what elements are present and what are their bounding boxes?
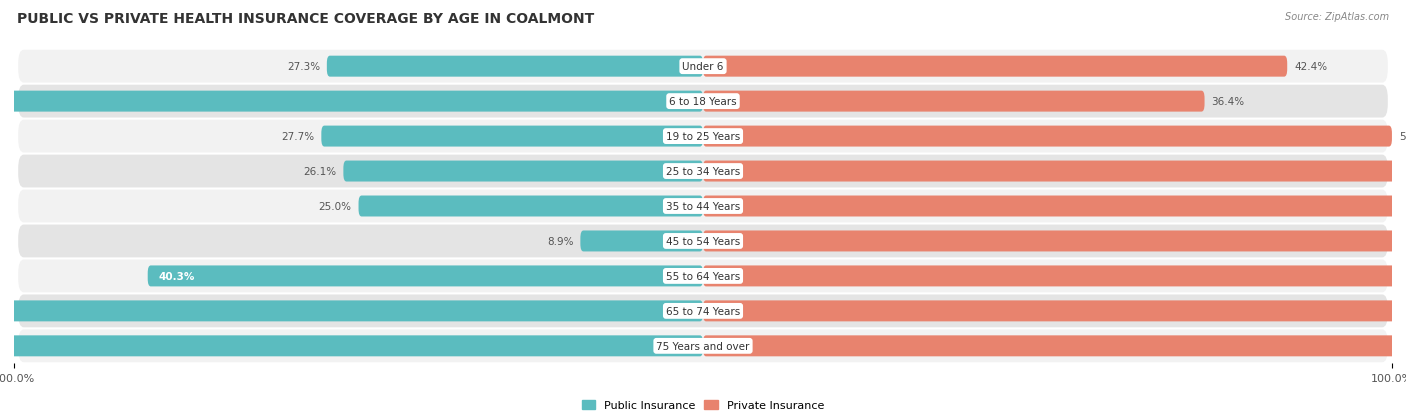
- Text: 26.1%: 26.1%: [304, 166, 336, 177]
- FancyBboxPatch shape: [18, 295, 1388, 328]
- FancyBboxPatch shape: [703, 266, 1406, 287]
- FancyBboxPatch shape: [18, 225, 1388, 258]
- Text: 27.7%: 27.7%: [281, 132, 315, 142]
- FancyBboxPatch shape: [18, 120, 1388, 153]
- FancyBboxPatch shape: [703, 231, 1406, 252]
- FancyBboxPatch shape: [18, 190, 1388, 223]
- Text: 65 to 74 Years: 65 to 74 Years: [666, 306, 740, 316]
- Text: 55 to 64 Years: 55 to 64 Years: [666, 271, 740, 281]
- FancyBboxPatch shape: [343, 161, 703, 182]
- Text: 45 to 54 Years: 45 to 54 Years: [666, 236, 740, 247]
- FancyBboxPatch shape: [703, 57, 1288, 78]
- FancyBboxPatch shape: [0, 335, 703, 356]
- FancyBboxPatch shape: [703, 91, 1205, 112]
- Text: 19 to 25 Years: 19 to 25 Years: [666, 132, 740, 142]
- FancyBboxPatch shape: [703, 196, 1406, 217]
- FancyBboxPatch shape: [703, 126, 1392, 147]
- Text: 35 to 44 Years: 35 to 44 Years: [666, 202, 740, 211]
- Text: 8.9%: 8.9%: [547, 236, 574, 247]
- Legend: Public Insurance, Private Insurance: Public Insurance, Private Insurance: [578, 395, 828, 413]
- FancyBboxPatch shape: [148, 266, 703, 287]
- FancyBboxPatch shape: [18, 155, 1388, 188]
- Text: 6 to 18 Years: 6 to 18 Years: [669, 97, 737, 107]
- FancyBboxPatch shape: [703, 335, 1406, 356]
- FancyBboxPatch shape: [322, 126, 703, 147]
- FancyBboxPatch shape: [18, 330, 1388, 362]
- Text: Source: ZipAtlas.com: Source: ZipAtlas.com: [1285, 12, 1389, 22]
- FancyBboxPatch shape: [703, 301, 1399, 322]
- Text: 27.3%: 27.3%: [287, 62, 321, 72]
- Text: PUBLIC VS PRIVATE HEALTH INSURANCE COVERAGE BY AGE IN COALMONT: PUBLIC VS PRIVATE HEALTH INSURANCE COVER…: [17, 12, 595, 26]
- Text: 50.0%: 50.0%: [1399, 132, 1406, 142]
- FancyBboxPatch shape: [18, 260, 1388, 293]
- Text: 36.4%: 36.4%: [1212, 97, 1244, 107]
- Text: 25.0%: 25.0%: [319, 202, 352, 211]
- Text: 75 Years and over: 75 Years and over: [657, 341, 749, 351]
- FancyBboxPatch shape: [0, 301, 703, 322]
- FancyBboxPatch shape: [703, 161, 1406, 182]
- Text: Under 6: Under 6: [682, 62, 724, 72]
- FancyBboxPatch shape: [581, 231, 703, 252]
- FancyBboxPatch shape: [326, 57, 703, 78]
- FancyBboxPatch shape: [359, 196, 703, 217]
- Text: 40.3%: 40.3%: [159, 271, 195, 281]
- Text: 42.4%: 42.4%: [1294, 62, 1327, 72]
- FancyBboxPatch shape: [18, 85, 1388, 118]
- Text: 25 to 34 Years: 25 to 34 Years: [666, 166, 740, 177]
- FancyBboxPatch shape: [18, 51, 1388, 83]
- FancyBboxPatch shape: [0, 91, 703, 112]
